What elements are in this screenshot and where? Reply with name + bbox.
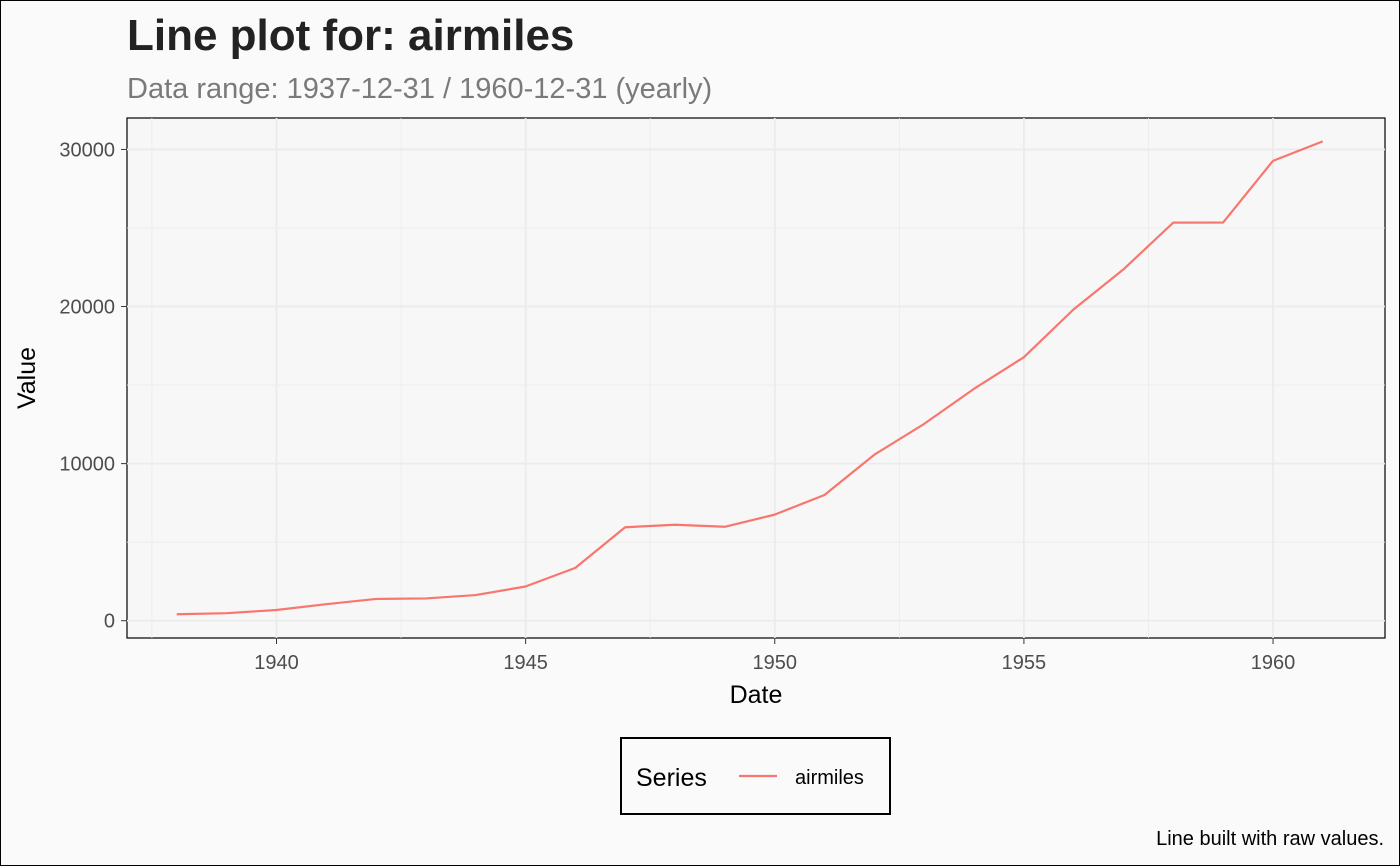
x-tick-label: 1950 [753, 652, 798, 674]
x-tick-label: 1955 [1002, 652, 1047, 674]
y-tick-label: 0 [104, 611, 115, 633]
x-tick-label: 1940 [254, 652, 299, 674]
series-layer [176, 140, 1324, 616]
legend: Series airmiles [620, 737, 891, 815]
axis-ticks: 1940 1945 1950 1955 1960 0 10000 20000 30000 [59, 139, 1295, 674]
legend-label: airmiles [795, 767, 864, 789]
y-tick-label: 20000 [59, 297, 115, 319]
plot-panel [126, 117, 1386, 639]
y-tick-label: 30000 [59, 139, 115, 161]
legend-title: Series [636, 764, 707, 792]
chart-subtitle: Data range: 1937-12-31 / 1960-12-31 (yea… [127, 73, 712, 105]
chart-caption: Line built with raw values. [1156, 828, 1384, 850]
y-axis-title: Value [13, 347, 41, 409]
x-tick-label: 1960 [1251, 652, 1296, 674]
grid-lines [127, 118, 1385, 638]
y-tick-label: 10000 [59, 454, 115, 476]
x-axis-title: Date [730, 681, 783, 709]
chart-title: Line plot for: airmiles [127, 11, 574, 60]
series-line-airmiles [176, 140, 1324, 616]
x-tick-label: 1945 [503, 652, 548, 674]
